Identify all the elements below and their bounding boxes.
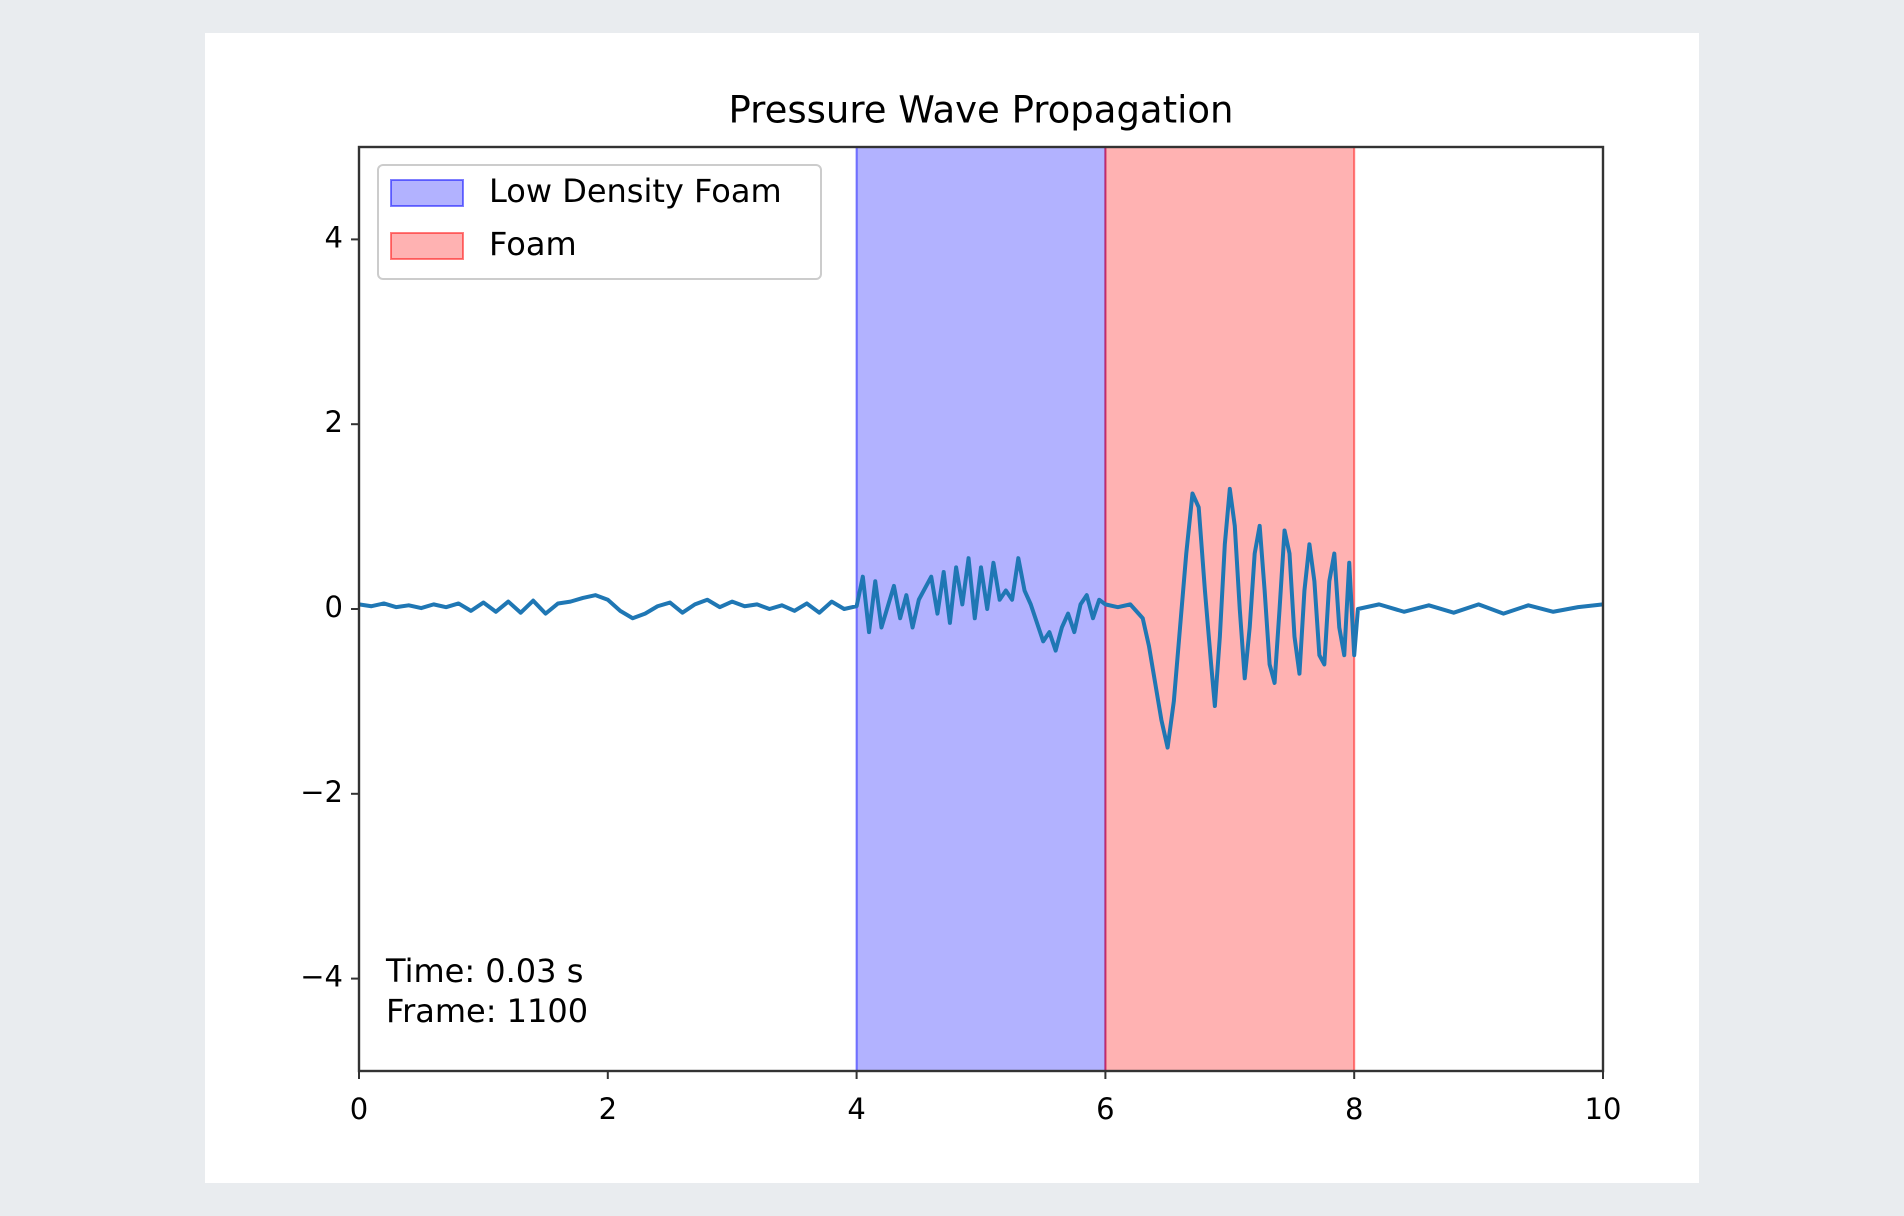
legend-label: Low Density Foam [489, 172, 782, 210]
y-tick-label: −4 [300, 960, 343, 994]
y-tick-label: 0 [325, 590, 343, 624]
legend-box [377, 164, 822, 280]
legend-swatch [390, 232, 464, 260]
x-tick-label: 2 [599, 1092, 617, 1126]
y-tick-label: 2 [325, 405, 343, 439]
x-tick-label: 10 [1585, 1092, 1622, 1126]
legend-label: Foam [489, 225, 577, 263]
chart-title: Pressure Wave Propagation [729, 89, 1234, 132]
span [855, 146, 1107, 1072]
y-tick-label: −2 [300, 775, 343, 809]
annotation: Time: 0.03 s [385, 952, 583, 990]
x-tick-label: 0 [350, 1092, 368, 1126]
y-tick-label: 4 [325, 220, 343, 254]
x-tick-label: 8 [1345, 1092, 1363, 1126]
x-tick-label: 6 [1096, 1092, 1114, 1126]
annotation: Frame: 1100 [386, 992, 588, 1030]
x-tick-label: 4 [847, 1092, 865, 1126]
data-line [358, 486, 1604, 750]
legend-swatch [390, 179, 464, 207]
span [1104, 146, 1356, 1072]
